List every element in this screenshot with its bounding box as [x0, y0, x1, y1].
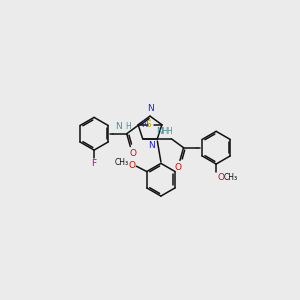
Text: N: N [148, 141, 155, 150]
Text: CH₃: CH₃ [115, 158, 129, 166]
Text: O: O [128, 161, 136, 170]
Text: O: O [217, 173, 224, 182]
Text: N: N [147, 104, 154, 113]
Text: CH₃: CH₃ [224, 173, 238, 182]
Text: S: S [145, 120, 151, 129]
Text: O: O [129, 148, 136, 158]
Text: N: N [115, 122, 122, 131]
Text: H: H [161, 127, 167, 136]
Text: H: H [125, 122, 131, 131]
Text: N: N [156, 127, 163, 136]
Text: H: H [167, 127, 172, 136]
Text: O: O [174, 163, 181, 172]
Text: N: N [141, 120, 148, 129]
Text: F: F [91, 159, 96, 168]
